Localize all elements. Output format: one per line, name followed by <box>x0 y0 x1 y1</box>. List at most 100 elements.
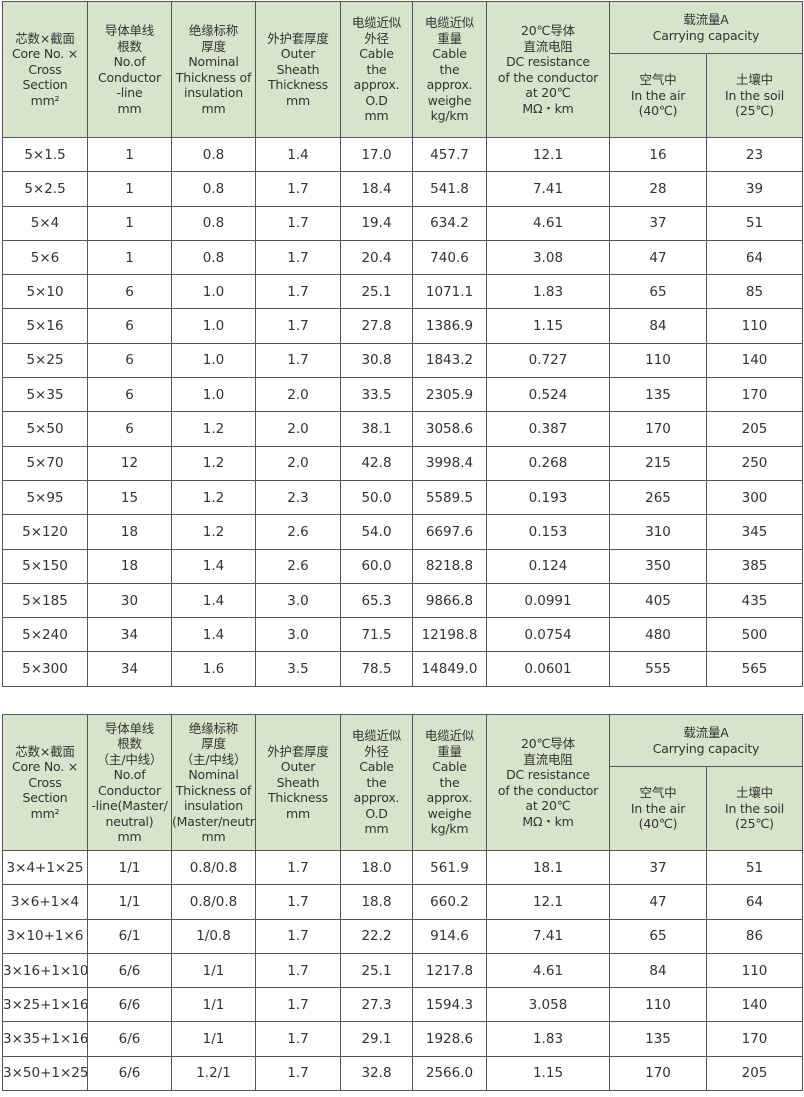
data-cell: 1.7 <box>255 171 341 207</box>
data-cell: 6/6 <box>87 987 172 1023</box>
data-cell: 1.7 <box>255 342 341 379</box>
data-cell: 660.2 <box>412 884 487 920</box>
data-cell: 1.7 <box>255 1021 341 1057</box>
data-cell: 5×35 <box>2 377 88 413</box>
data-cell: 110 <box>609 987 707 1023</box>
data-row: 5×4 1 0.8 1.7 19.4 634.2 4.61 37 51 <box>2 205 803 241</box>
data-cell: 15 <box>87 479 172 516</box>
data-cell: 2566.0 <box>412 1055 487 1092</box>
data-cell: 0.524 <box>486 377 610 413</box>
data-cell: 385 <box>706 548 803 584</box>
data-cell: 5589.5 <box>412 479 487 516</box>
data-cell: 16 <box>609 136 707 173</box>
data-cell: 1.2 <box>171 479 256 516</box>
data-cell: 1594.3 <box>412 987 487 1023</box>
data-cell: 28 <box>609 171 707 207</box>
data-cell: 170 <box>706 1021 803 1057</box>
data-cell: 2305.9 <box>412 377 487 413</box>
data-cell: 1.2 <box>171 514 256 550</box>
data-cell: 2.3 <box>255 479 341 516</box>
data-cell: 1.7 <box>255 205 341 241</box>
data-cell: 86 <box>706 918 803 954</box>
data-row: 5×185 30 1.4 3.0 65.3 9866.8 0.0991 405 435 <box>2 582 803 619</box>
data-cell: 1217.8 <box>412 952 487 989</box>
data-cell: 64 <box>706 239 803 276</box>
header-cell: 20℃导体 直流电阻 DC resistance of the conducto… <box>486 714 610 851</box>
data-cell: 405 <box>609 582 707 619</box>
header-row: 芯数×截面 Core No. × Cross Section mm² 导体单线 根… <box>2 1 803 138</box>
data-row: 3×16+1×10 6/6 1/1 1.7 25.1 1217.8 4.61 84 110 <box>2 952 803 989</box>
data-cell: 18.8 <box>340 884 413 920</box>
data-cell: 1/1 <box>171 987 256 1023</box>
data-cell: 37 <box>609 849 707 886</box>
header-cell: 电缆近似 外径 Cable the approx. O.D mm <box>340 714 413 851</box>
data-cell: 17.0 <box>340 136 413 173</box>
data-cell: 3×10+1×6 <box>2 918 88 954</box>
data-cell: 0.124 <box>486 548 610 584</box>
data-cell: 5×150 <box>2 548 88 584</box>
data-cell: 29.1 <box>340 1021 413 1057</box>
data-cell: 205 <box>706 1055 803 1092</box>
data-cell: 33.5 <box>340 377 413 413</box>
data-cell: 60.0 <box>340 548 413 584</box>
data-cell: 0.0601 <box>486 651 610 687</box>
data-row: 5×95 15 1.2 2.3 50.0 5589.5 0.193 265 300 <box>2 479 803 516</box>
data-cell: 1071.1 <box>412 274 487 310</box>
data-cell: 4.61 <box>486 952 610 989</box>
data-cell: 5×10 <box>2 274 88 310</box>
data-cell: 18 <box>87 514 172 550</box>
data-cell: 37 <box>609 205 707 241</box>
data-cell: 1.6 <box>171 651 256 687</box>
data-cell: 541.8 <box>412 171 487 207</box>
data-cell: 1.2/1 <box>171 1055 256 1092</box>
data-cell: 5×70 <box>2 445 88 481</box>
data-cell: 110 <box>706 308 803 344</box>
data-cell: 457.7 <box>412 136 487 173</box>
data-cell: 1.4 <box>171 617 256 653</box>
data-cell: 265 <box>609 479 707 516</box>
data-cell: 140 <box>706 342 803 379</box>
data-row: 3×25+1×16 6/6 1/1 1.7 27.3 1594.3 3.058 110 140 <box>2 987 803 1023</box>
data-cell: 14849.0 <box>412 651 487 687</box>
data-cell: 5×95 <box>2 479 88 516</box>
data-row: 5×6 1 0.8 1.7 20.4 740.6 3.08 47 64 <box>2 239 803 276</box>
data-cell: 5×2.5 <box>2 171 88 207</box>
data-cell: 7.41 <box>486 918 610 954</box>
data-cell: 1.15 <box>486 308 610 344</box>
data-cell: 140 <box>706 987 803 1023</box>
data-cell: 3×25+1×16 <box>2 987 88 1023</box>
data-cell: 435 <box>706 582 803 619</box>
data-cell: 85 <box>706 274 803 310</box>
data-cell: 0.8 <box>171 171 256 207</box>
data-cell: 1.7 <box>255 239 341 276</box>
data-row: 5×50 6 1.2 2.0 38.1 3058.6 0.387 170 205 <box>2 411 803 447</box>
group-header-cell: 载流量A Carrying capacity <box>609 714 803 767</box>
data-row: 5×120 18 1.2 2.6 54.0 6697.6 0.153 310 345 <box>2 514 803 550</box>
data-cell: 7.41 <box>486 171 610 207</box>
data-cell: 30.8 <box>340 342 413 379</box>
data-cell: 6 <box>87 377 172 413</box>
data-cell: 5×240 <box>2 617 88 653</box>
data-cell: 6 <box>87 274 172 310</box>
data-cell: 64 <box>706 884 803 920</box>
data-cell: 914.6 <box>412 918 487 954</box>
data-cell: 30 <box>87 582 172 619</box>
data-cell: 215 <box>609 445 707 481</box>
data-cell: 3.5 <box>255 651 341 687</box>
data-cell: 1/1 <box>171 1021 256 1057</box>
data-cell: 3.08 <box>486 239 610 276</box>
data-row: 5×1.5 1 0.8 1.4 17.0 457.7 12.1 16 23 <box>2 136 803 173</box>
data-cell: 310 <box>609 514 707 550</box>
data-cell: 5×120 <box>2 514 88 550</box>
data-cell: 1.15 <box>486 1055 610 1092</box>
data-cell: 5×1.5 <box>2 136 88 173</box>
data-cell: 1.0 <box>171 342 256 379</box>
data-cell: 2.6 <box>255 514 341 550</box>
data-cell: 6/6 <box>87 952 172 989</box>
data-cell: 1928.6 <box>412 1021 487 1057</box>
data-cell: 32.8 <box>340 1055 413 1092</box>
data-cell: 22.2 <box>340 918 413 954</box>
data-cell: 300 <box>706 479 803 516</box>
data-cell: 1.4 <box>171 582 256 619</box>
data-cell: 6/6 <box>87 1055 172 1092</box>
